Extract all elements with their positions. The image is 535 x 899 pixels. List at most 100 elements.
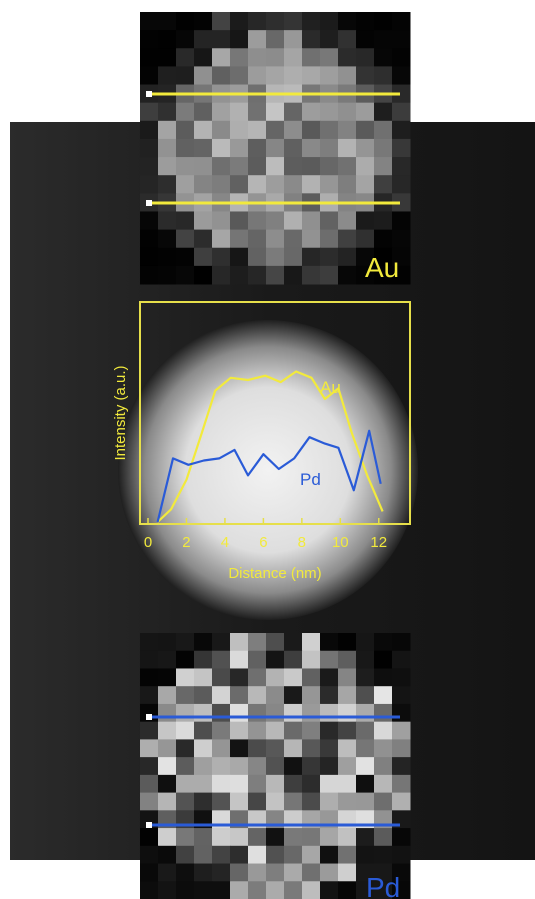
map-pixel bbox=[266, 247, 285, 267]
map-pixel bbox=[320, 102, 339, 122]
map-pixel bbox=[176, 48, 195, 67]
map-pixel bbox=[338, 703, 357, 723]
map-pixel bbox=[338, 721, 357, 740]
map-pixel bbox=[140, 668, 159, 687]
au-map-label: Au bbox=[365, 252, 399, 283]
map-pixel bbox=[392, 193, 411, 212]
map-pixel bbox=[284, 863, 303, 882]
map-pixel bbox=[338, 668, 357, 687]
map-pixel bbox=[230, 265, 249, 285]
map-pixel bbox=[140, 863, 159, 882]
map-pixel bbox=[248, 845, 267, 865]
au-map-pixels bbox=[140, 12, 411, 285]
map-pixel bbox=[284, 48, 303, 67]
map-pixel bbox=[320, 175, 339, 194]
map-pixel bbox=[338, 66, 357, 86]
map-pixel bbox=[284, 774, 303, 794]
map-pixel bbox=[266, 157, 285, 176]
map-pixel bbox=[158, 120, 177, 140]
map-pixel bbox=[338, 211, 357, 231]
map-pixel bbox=[392, 703, 411, 723]
map-pixel bbox=[140, 229, 159, 249]
map-pixel bbox=[158, 633, 177, 652]
map-pixel bbox=[158, 686, 177, 705]
map-pixel bbox=[284, 211, 303, 231]
map-pixel bbox=[158, 30, 177, 49]
map-pixel bbox=[230, 102, 249, 122]
map-pixel bbox=[302, 102, 321, 122]
map-pixel bbox=[248, 828, 267, 847]
map-pixel bbox=[194, 668, 213, 687]
map-pixel bbox=[158, 138, 177, 158]
map-pixel bbox=[176, 265, 195, 285]
map-pixel bbox=[374, 881, 393, 899]
map-pixel bbox=[392, 757, 411, 776]
map-pixel bbox=[356, 120, 375, 140]
map-pixel bbox=[374, 650, 393, 669]
au-series-label: Au bbox=[320, 378, 341, 397]
y-axis-label: Intensity (a.u.) bbox=[112, 365, 129, 460]
map-pixel bbox=[212, 633, 231, 652]
map-pixel bbox=[140, 175, 159, 194]
series-lines bbox=[156, 370, 384, 523]
map-pixel bbox=[356, 138, 375, 158]
map-pixel bbox=[392, 102, 411, 122]
map-pixel bbox=[392, 739, 411, 758]
map-pixel bbox=[320, 30, 339, 49]
map-pixel bbox=[248, 668, 267, 687]
map-pixel bbox=[338, 120, 357, 140]
map-pixel bbox=[284, 686, 303, 705]
map-pixel bbox=[176, 721, 195, 740]
map-pixel bbox=[212, 881, 231, 899]
map-pixel bbox=[212, 102, 231, 122]
map-pixel bbox=[140, 650, 159, 669]
map-pixel bbox=[212, 703, 231, 723]
map-pixel bbox=[194, 863, 213, 882]
map-pixel bbox=[194, 828, 213, 847]
map-pixel bbox=[230, 650, 249, 669]
map-pixel bbox=[338, 102, 357, 122]
map-pixel bbox=[248, 721, 267, 740]
map-pixel bbox=[374, 12, 393, 31]
map-pixel bbox=[230, 757, 249, 776]
map-pixel bbox=[374, 721, 393, 740]
map-pixel bbox=[248, 30, 267, 49]
map-pixel bbox=[392, 633, 411, 652]
map-pixel bbox=[356, 211, 375, 231]
map-pixel bbox=[194, 120, 213, 140]
pd-elemental-map: Pd bbox=[140, 633, 411, 899]
map-pixel bbox=[302, 757, 321, 776]
map-pixel bbox=[194, 650, 213, 669]
map-pixel bbox=[284, 828, 303, 847]
map-pixel bbox=[302, 686, 321, 705]
map-pixel bbox=[338, 138, 357, 158]
map-pixel bbox=[266, 668, 285, 687]
map-pixel bbox=[176, 863, 195, 882]
map-pixel bbox=[302, 863, 321, 882]
map-pixel bbox=[302, 739, 321, 758]
map-pixel bbox=[176, 757, 195, 776]
map-pixel bbox=[212, 66, 231, 86]
map-pixel bbox=[284, 138, 303, 158]
map-pixel bbox=[140, 120, 159, 140]
map-pixel bbox=[320, 12, 339, 31]
map-pixel bbox=[248, 650, 267, 669]
map-pixel bbox=[248, 739, 267, 758]
map-pixel bbox=[356, 703, 375, 723]
map-pixel bbox=[176, 157, 195, 176]
map-pixel bbox=[158, 48, 177, 67]
map-pixel bbox=[266, 633, 285, 652]
map-pixel bbox=[320, 863, 339, 882]
map-pixel bbox=[212, 175, 231, 194]
map-pixel bbox=[230, 863, 249, 882]
map-pixel bbox=[248, 757, 267, 776]
map-pixel bbox=[302, 774, 321, 794]
map-pixel bbox=[230, 66, 249, 86]
map-pixel bbox=[158, 881, 177, 899]
map-pixel bbox=[176, 881, 195, 899]
map-pixel bbox=[338, 157, 357, 176]
map-pixel bbox=[374, 48, 393, 67]
map-pixel bbox=[230, 668, 249, 687]
map-pixel bbox=[392, 721, 411, 740]
map-pixel bbox=[158, 703, 177, 723]
